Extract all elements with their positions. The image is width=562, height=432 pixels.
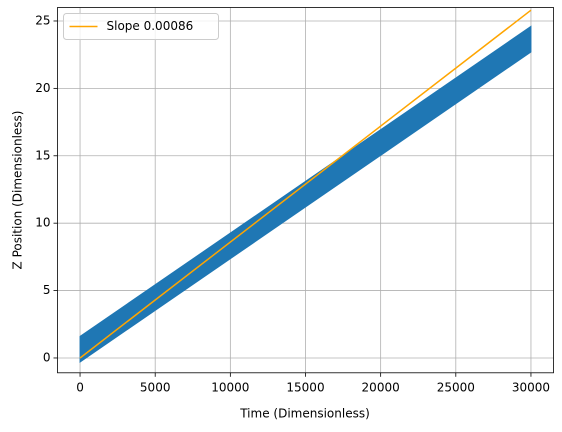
x-tick-label: 5000 bbox=[140, 380, 171, 394]
x-tick-label: 10000 bbox=[211, 380, 249, 394]
x-tick-label: 25000 bbox=[437, 380, 475, 394]
line bbox=[79, 9, 532, 359]
oscillation-band bbox=[79, 25, 532, 363]
y-tick-label: 20 bbox=[35, 81, 50, 95]
x-tick-label: 30000 bbox=[512, 380, 550, 394]
y-tick-label: 15 bbox=[35, 148, 50, 162]
x-tick-label: 20000 bbox=[362, 380, 400, 394]
legend-box bbox=[63, 13, 219, 40]
y-tick-label: 0 bbox=[43, 350, 51, 364]
x-tick-label: 0 bbox=[76, 380, 84, 394]
y-tick-label: 5 bbox=[43, 283, 51, 297]
x-tick-label: 15000 bbox=[286, 380, 324, 394]
y-axis-label: Z Position (Dimensionless) bbox=[11, 111, 25, 270]
x-axis-label: Time (Dimensionless) bbox=[239, 407, 370, 421]
y-tick-label: 10 bbox=[35, 216, 50, 230]
y-tick-label: 25 bbox=[35, 13, 50, 27]
legend-label: Slope 0.00086 bbox=[107, 19, 194, 33]
plot-frame bbox=[57, 7, 554, 374]
